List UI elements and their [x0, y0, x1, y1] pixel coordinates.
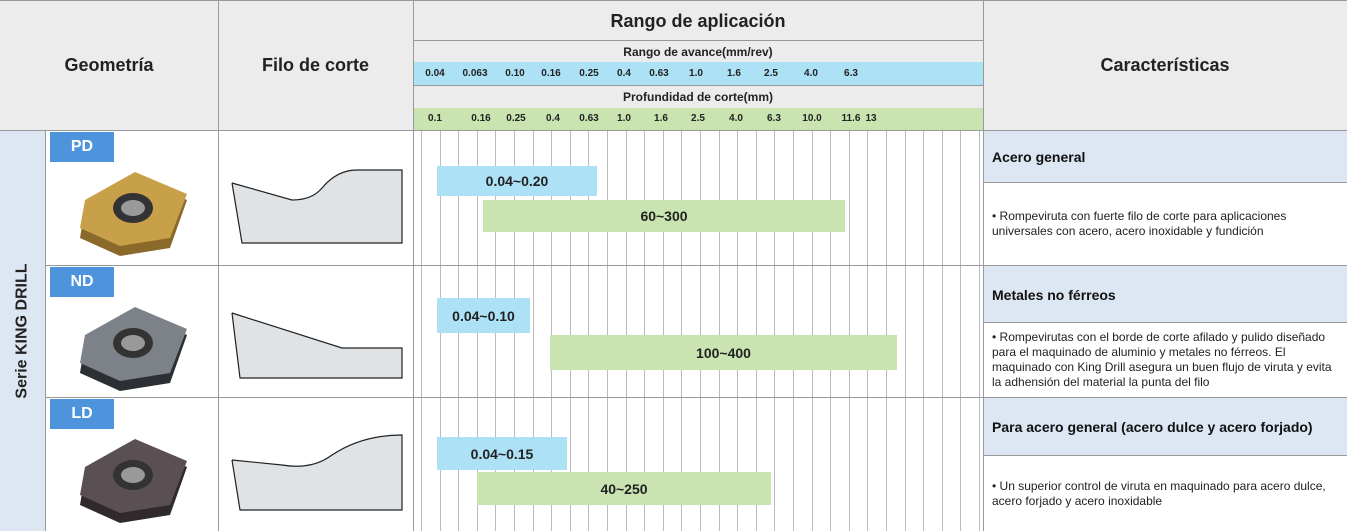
feature-title: Acero general	[984, 131, 1347, 183]
geometry-code: PD	[50, 132, 114, 162]
depth-range: 60~300	[483, 200, 845, 232]
profundidad-tick: 0.16	[471, 113, 491, 124]
grid-line	[830, 130, 832, 531]
avance-tick: 0.63	[649, 68, 669, 79]
header-caracteristicas: Características	[1100, 54, 1230, 75]
grid-line	[700, 130, 701, 531]
grid-line	[793, 130, 794, 531]
avance-tick: 0.25	[579, 68, 599, 79]
header-profundidad: Profundidad de corte(mm)	[622, 90, 773, 104]
feature-title: Metales no férreos	[984, 266, 1347, 323]
header-geometria: Geometría	[64, 54, 154, 75]
grid-line	[532, 130, 534, 531]
grid-line	[569, 130, 571, 531]
geometry-code: LD	[50, 399, 114, 429]
insert-image	[80, 439, 187, 523]
avance-tick: 0.16	[541, 68, 561, 79]
border	[983, 0, 984, 531]
header-filo: Filo de corte	[261, 54, 369, 75]
header-rango: Rango de aplicación	[610, 10, 786, 31]
border	[45, 265, 1347, 266]
avance-tick: 4.0	[804, 68, 818, 79]
border	[0, 0, 1347, 1]
border	[984, 182, 1347, 183]
grid-line	[681, 130, 683, 531]
feature-description: • Rompeviruta con fuerte filo de corte p…	[992, 209, 1287, 238]
profundidad-tick: 1.6	[654, 113, 668, 124]
profundidad-tick: 6.3	[767, 113, 781, 124]
geometry-code: ND	[50, 267, 114, 297]
grid-line	[960, 130, 962, 531]
feature-title: Para acero general (acero dulce y acero …	[984, 398, 1347, 456]
profundidad-tick: 4.0	[729, 113, 743, 124]
feature-description: • Rompevirutas con el borde de corte afi…	[992, 330, 1332, 389]
grid-line	[848, 130, 850, 531]
grid-line	[886, 130, 887, 531]
grid-line	[588, 130, 590, 531]
grid-line	[904, 130, 906, 531]
border	[413, 40, 983, 41]
avance-tick: 0.04	[425, 68, 445, 79]
profundidad-tick: 10.0	[802, 113, 822, 124]
depth-range: 100~400	[550, 335, 897, 370]
insert-image	[80, 172, 187, 256]
feed-range: 0.04~0.15	[437, 437, 567, 470]
grid-line	[625, 130, 627, 531]
avance-tick: 0.063	[462, 68, 488, 79]
border	[413, 85, 983, 86]
feed-range: 0.04~0.10	[437, 298, 530, 333]
avance-tick: 2.5	[764, 68, 778, 79]
grid-line	[551, 130, 553, 531]
grid-line	[811, 130, 813, 531]
profundidad-tick: 0.4	[546, 113, 560, 124]
profundidad-tick: 2.5	[691, 113, 705, 124]
grid-line	[607, 130, 608, 531]
grid-line	[867, 130, 869, 531]
edge-profile	[231, 312, 403, 379]
avance-strip	[413, 62, 983, 85]
profundidad-strip	[413, 108, 983, 130]
grid-line	[941, 130, 943, 531]
header-avance: Rango de avance(mm/rev)	[623, 45, 773, 59]
profundidad-tick: 1.0	[617, 113, 631, 124]
avance-tick: 1.0	[689, 68, 703, 79]
grid-line	[421, 130, 422, 531]
edge-profile	[231, 434, 403, 511]
profundidad-tick: 0.1	[428, 113, 442, 124]
feed-range: 0.04~0.20	[437, 166, 597, 196]
border	[218, 0, 219, 531]
feature-description: • Un superior control de viruta en maqui…	[992, 478, 1326, 508]
grid-line	[737, 130, 739, 531]
profundidad-tick: 0.63	[579, 113, 599, 124]
border	[45, 397, 1347, 398]
profundidad-tick: 11.6	[841, 113, 861, 124]
border	[984, 455, 1347, 456]
grid-line	[662, 130, 664, 531]
depth-range: 40~250	[477, 472, 771, 505]
grid-line	[644, 130, 646, 531]
profundidad-tick: 13	[865, 113, 877, 124]
border	[413, 0, 414, 531]
avance-tick: 0.4	[617, 68, 631, 79]
insert-image	[80, 307, 187, 391]
border	[45, 130, 46, 531]
profundidad-tick: 0.25	[506, 113, 526, 124]
grid-line	[718, 130, 720, 531]
grid-line	[774, 130, 776, 531]
avance-tick: 6.3	[844, 68, 858, 79]
avance-tick: 0.10	[505, 68, 525, 79]
border	[984, 322, 1347, 323]
grid-line	[755, 130, 757, 531]
edge-profile	[231, 169, 403, 244]
border	[0, 130, 1347, 131]
grid-line	[923, 130, 925, 531]
avance-tick: 1.6	[727, 68, 741, 79]
grid-line	[979, 130, 980, 531]
series-bg	[0, 130, 45, 531]
